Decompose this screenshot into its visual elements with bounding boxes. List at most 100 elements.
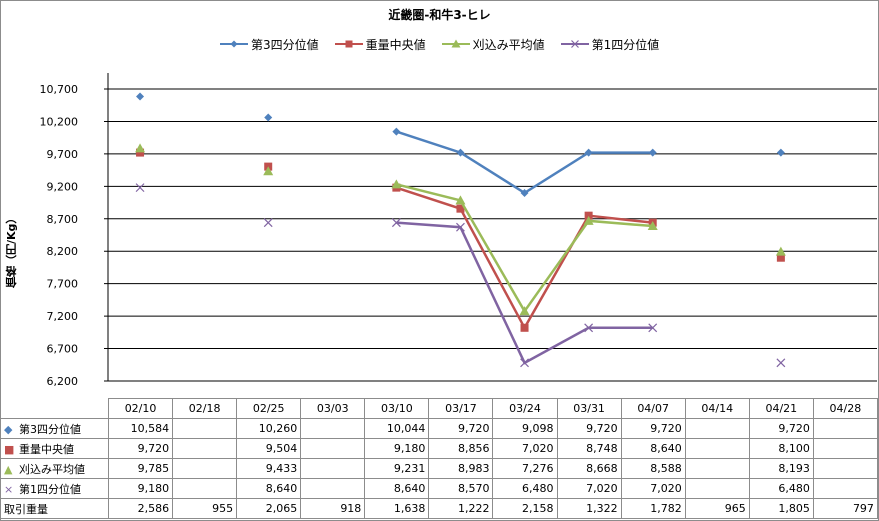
table-cell: 9,720	[620, 418, 686, 439]
x-tick-label: 02/25	[236, 398, 302, 419]
y-tick-label: 10,200	[40, 115, 79, 128]
table-cell: 9,098	[492, 418, 558, 439]
table-cell: 8,640	[620, 438, 686, 459]
table-header-row: 02/10 02/18 02/25 03/03 03/10 03/17 03/24 03/31…	[0, 398, 878, 419]
y-tick-label: 8,700	[47, 213, 79, 226]
data-point-diamond	[136, 92, 145, 101]
legend-swatch-diamond	[220, 40, 248, 48]
diamond-marker-icon: ◆	[4, 423, 13, 436]
table-cell: 2,158	[492, 498, 558, 519]
legend-swatch-square	[334, 40, 363, 48]
table-cell	[684, 478, 750, 499]
x-tick-label: 04/28	[812, 398, 878, 419]
data-point-triangle	[455, 195, 466, 205]
data-point-diamond	[648, 148, 657, 157]
table-cell: 8,668	[556, 458, 622, 479]
data-point-square	[520, 323, 529, 332]
data-point-x	[776, 358, 786, 368]
table-cell: 7,276	[492, 458, 558, 479]
table-cell	[172, 478, 238, 499]
table-cell: 9,180	[107, 478, 174, 499]
y-tick-label: 8,200	[47, 245, 79, 258]
legend-item: 第3四分位値	[220, 36, 319, 53]
table-cell	[684, 418, 750, 439]
table-row: ◆ 第3四分位値 10,584 10,260 10,044 9,720 9,098 9,720…	[0, 418, 878, 439]
table-cell: 797	[812, 498, 878, 519]
table-cell: 10,584	[107, 418, 174, 439]
table-row: ▲ 刈込み平均値 9,785 9,433 9,231 8,983 7,276 8,668 8,5…	[0, 458, 878, 479]
table-row-label: 重量中央値	[19, 442, 74, 456]
data-point-x	[456, 222, 465, 232]
data-point-x	[520, 358, 529, 368]
data-point-triangle	[519, 306, 530, 316]
x-marker-icon: ×	[4, 483, 14, 496]
table-cell	[684, 438, 750, 459]
table-cell: 1,322	[556, 498, 622, 519]
table-cell: 8,640	[364, 478, 430, 499]
table-cell	[172, 438, 238, 459]
legend-item: 刈込み平均値	[441, 36, 545, 53]
table-cell	[172, 418, 238, 439]
data-point-triangle	[391, 179, 402, 189]
table-cell: 918	[300, 498, 366, 519]
data-point-diamond	[456, 148, 465, 157]
table-cell: 9,720	[107, 438, 174, 459]
table-cell	[812, 438, 878, 459]
table-cell	[300, 458, 366, 479]
table-row-label: 第1四分位値	[19, 482, 81, 496]
table-cell: 2,586	[107, 498, 174, 519]
legend-label: 刈込み平均値	[472, 37, 545, 52]
table-cell: 9,785	[107, 458, 174, 479]
table-cell: 9,433	[236, 458, 302, 479]
table-cell: 1,638	[364, 498, 430, 519]
table-row: 取引重量 2,586 955 2,065 918 1,638 1,222 2,158 1,322…	[0, 498, 878, 519]
data-point-triangle	[263, 166, 274, 176]
y-tick-label: 6,700	[47, 343, 79, 356]
table-row-label: 第3四分位値	[19, 422, 81, 436]
x-tick-label: 04/14	[684, 398, 750, 419]
legend-swatch-x	[560, 40, 589, 48]
data-point-triangle	[583, 215, 594, 225]
table-cell: 7,020	[556, 478, 622, 499]
legend-label: 第3四分位値	[251, 37, 319, 52]
table-cell: 8,640	[236, 478, 302, 499]
table-row-header: × 第1四分位値	[0, 478, 109, 499]
data-point-triangle	[775, 246, 786, 256]
table-cell: 2,065	[236, 498, 302, 519]
x-tick-label: 03/24	[492, 398, 558, 419]
x-tick-label: 02/18	[172, 398, 238, 419]
data-point-x	[648, 323, 658, 333]
table-cell	[812, 458, 878, 479]
square-marker-icon: ■	[4, 443, 15, 456]
data-point-triangle	[647, 221, 658, 231]
data-point-diamond	[776, 148, 785, 157]
legend-item: 重量中央値	[334, 36, 426, 53]
table-row-header: ▲ 刈込み平均値	[0, 458, 109, 479]
table-cell: 1,782	[620, 498, 686, 519]
table-cell: 10,260	[236, 418, 302, 439]
table-cell: 1,805	[748, 498, 814, 519]
x-tick-label: 03/31	[556, 398, 622, 419]
table-cell: 8,856	[428, 438, 494, 459]
table-cell: 8,983	[428, 458, 494, 479]
table-cell: 10,044	[364, 418, 430, 439]
table-cell: 9,720	[428, 418, 494, 439]
y-tick-label: 10,700	[40, 83, 79, 96]
series-line-x	[396, 221, 653, 365]
x-tick-label: 03/17	[428, 398, 494, 419]
table-cell: 8,748	[556, 438, 622, 459]
data-point-diamond	[520, 188, 529, 197]
table-cell: 965	[684, 498, 750, 519]
chart-title: 近畿圏-和牛3-ヒレ	[388, 8, 491, 22]
x-tick-label: 03/10	[364, 398, 430, 419]
x-tick-label: 04/21	[748, 398, 814, 419]
table-row: ■ 重量中央値 9,720 9,504 9,180 8,856 7,020 8,748 8,64…	[0, 438, 878, 459]
data-table: 02/10 02/18 02/25 03/03 03/10 03/17 03/24 03/31…	[0, 398, 878, 519]
table-cell: 8,193	[748, 458, 814, 479]
table-cell: 6,480	[492, 478, 558, 499]
table-cell: 9,180	[364, 438, 430, 459]
data-point-square	[456, 204, 465, 213]
table-cell	[300, 418, 366, 439]
table-cell: 8,100	[748, 438, 814, 459]
x-tick-label: 02/10	[107, 398, 174, 419]
